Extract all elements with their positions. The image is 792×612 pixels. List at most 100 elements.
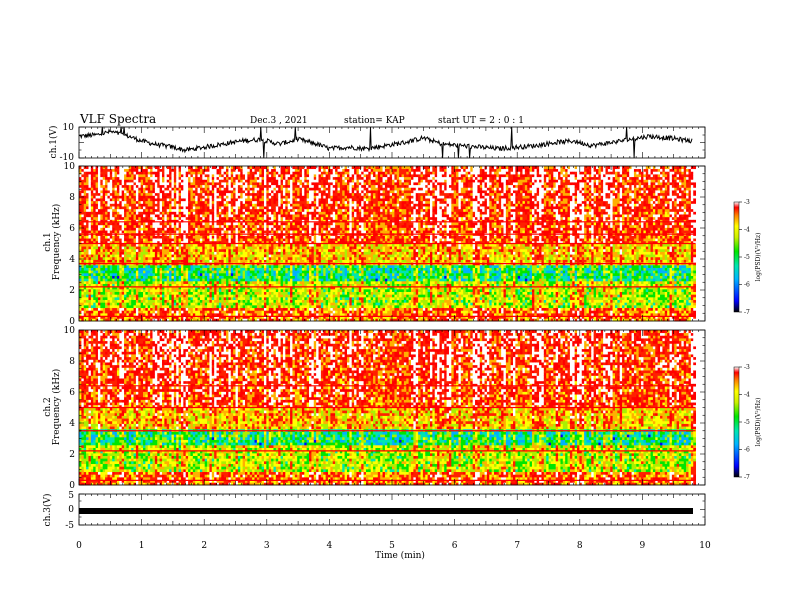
spectrogram-cell xyxy=(93,260,96,263)
spectrogram-cell xyxy=(84,313,87,316)
spectrogram-cell xyxy=(93,206,96,209)
spectrogram-cell xyxy=(115,310,118,313)
spectrogram-cell xyxy=(134,246,137,249)
spectrogram-cell xyxy=(112,190,115,193)
spectrogram-cell xyxy=(107,278,110,281)
spectrogram-cell xyxy=(98,289,101,292)
spectrogram-cell xyxy=(134,268,137,271)
start-ut-label: start UT = 2 : 0 : 1 xyxy=(438,116,524,126)
spectrogram-cell xyxy=(115,292,118,295)
spectrogram-cell xyxy=(88,201,91,204)
spectrogram-cell xyxy=(136,257,139,260)
spectrogram-cell xyxy=(88,308,91,311)
spectrogram-cell xyxy=(88,179,91,182)
spectrogram-cell xyxy=(129,252,132,255)
spectrogram-cell xyxy=(126,193,129,196)
spectrogram-cell xyxy=(105,174,108,177)
spectrogram-cell xyxy=(86,249,89,252)
spectrogram-cell xyxy=(129,179,132,182)
spectrogram-cell xyxy=(98,292,101,295)
spectrogram-cell xyxy=(100,211,103,214)
spectrogram-cell xyxy=(124,278,127,281)
spectrogram-cell xyxy=(105,222,108,225)
spectrogram-cell xyxy=(103,292,106,295)
spectrogram-cell xyxy=(103,273,106,276)
spectrogram-cell xyxy=(105,193,108,196)
spectrogram-cell xyxy=(88,297,91,300)
spectrogram-cell xyxy=(131,201,134,204)
spectrogram-cell xyxy=(86,182,89,185)
spectrogram-cell xyxy=(129,203,132,206)
spectrogram-cell xyxy=(122,313,125,316)
spectrogram-cell xyxy=(79,260,82,263)
spectrogram-cell xyxy=(110,292,113,295)
spectrogram-cell xyxy=(126,187,129,190)
spectrogram-cell xyxy=(86,206,89,209)
spectrogram-cell xyxy=(107,268,110,271)
spectrogram-cell xyxy=(131,302,134,305)
spectrogram-cell xyxy=(131,308,134,311)
spectrogram-cell xyxy=(103,268,106,271)
spectrogram-cell xyxy=(136,238,139,241)
spectrogram-cell xyxy=(93,313,96,316)
spectrogram-cell xyxy=(112,302,115,305)
spectrogram-cell xyxy=(141,294,144,297)
spectrogram-cell xyxy=(98,230,101,233)
spectrogram-cell xyxy=(98,276,101,279)
spectrogram-cell xyxy=(112,270,115,273)
spectrogram-cell xyxy=(103,313,106,316)
spectrogram-cell xyxy=(131,203,134,206)
spectrogram-cell xyxy=(93,225,96,228)
spectrogram-cell xyxy=(131,292,134,295)
spectrogram-cell xyxy=(119,230,122,233)
spectrogram-cell xyxy=(122,276,125,279)
spectrogram-cell xyxy=(138,257,141,260)
spectrogram-cell xyxy=(86,310,89,313)
spectrogram-cell xyxy=(134,179,137,182)
spectrogram-cell xyxy=(115,281,118,284)
spectrogram-cell xyxy=(84,294,87,297)
spectrogram-cell xyxy=(126,190,129,193)
spectrogram-cell xyxy=(110,268,113,271)
spectrogram-cell xyxy=(117,270,120,273)
spectrogram-cell xyxy=(126,211,129,214)
spectrogram-cell xyxy=(91,209,94,212)
spectrogram-cell xyxy=(84,273,87,276)
spectrogram-cell xyxy=(79,246,82,249)
spectrogram-cell xyxy=(119,297,122,300)
spectrogram-cell xyxy=(136,254,139,257)
spectrogram-cell xyxy=(79,238,82,241)
spectrogram-cell xyxy=(88,230,91,233)
spectrogram-cell xyxy=(117,190,120,193)
spectrogram-cell xyxy=(91,230,94,233)
spectrogram-cell xyxy=(112,195,115,198)
spectrogram-cell xyxy=(117,201,120,204)
spectrogram-cell xyxy=(84,281,87,284)
spectrogram-cell xyxy=(110,273,113,276)
spectrogram-cell xyxy=(88,217,91,220)
spectrogram-cell xyxy=(103,206,106,209)
spectrogram-cell xyxy=(124,201,127,204)
spectrogram-cell xyxy=(103,177,106,180)
spectrogram-cell xyxy=(98,187,101,190)
spectrogram-cell xyxy=(100,203,103,206)
spectrogram-cell xyxy=(107,276,110,279)
spectrogram-cell xyxy=(138,238,141,241)
spectrogram-cell xyxy=(91,254,94,257)
spectrogram-cell xyxy=(134,300,137,303)
spectrogram-cell xyxy=(103,217,106,220)
spectrogram-cell xyxy=(112,273,115,276)
spectrogram-cell xyxy=(134,190,137,193)
spectrogram-cell xyxy=(136,252,139,255)
spectrogram-cell xyxy=(98,257,101,260)
spectrogram-cell xyxy=(112,284,115,287)
spectrogram-cell xyxy=(88,265,91,268)
spectrogram-cell xyxy=(107,193,110,196)
spectrogram-cell xyxy=(103,214,106,217)
spectrogram-cell xyxy=(119,222,122,225)
spectrogram-cell xyxy=(126,313,129,316)
spectrogram-cell xyxy=(119,276,122,279)
spectrogram-cell xyxy=(81,297,84,300)
spectrogram-cell xyxy=(124,187,127,190)
